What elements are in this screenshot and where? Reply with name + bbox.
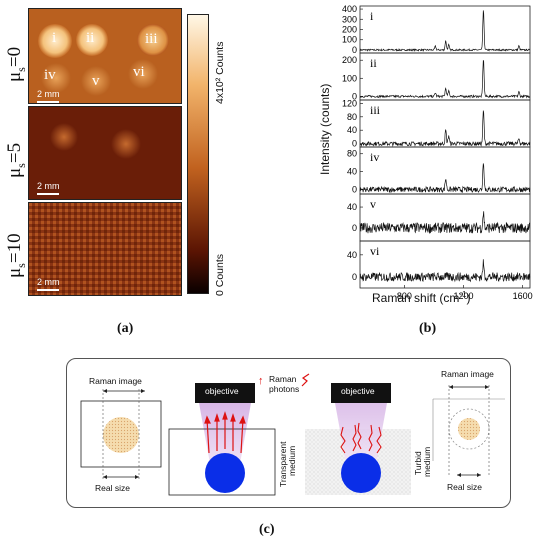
y-tick-label: 80 — [347, 112, 357, 122]
spot-i — [38, 24, 72, 58]
transparent-medium-label-2: medium — [287, 445, 297, 476]
panel-a: μs=0 μs=5 μs=10 i ii iii iv v vi 2 mm — [0, 0, 290, 336]
schematic-panel: Raman image Real size — [66, 358, 511, 508]
y-tick-label: 40 — [347, 250, 357, 260]
spectrum-vi: 0 40 vi — [347, 240, 531, 289]
spectrum-iv: 0 40 80 iv — [347, 146, 531, 195]
raman-map-mu10: 2 mm — [28, 202, 182, 296]
objective-1-label: objective — [205, 386, 239, 396]
raman-map-mu5-svg — [50, 123, 141, 159]
spectrum-iii: 0 40 80 120 iii — [342, 98, 531, 149]
scalebar-10 — [37, 289, 59, 291]
scalebar-label-5: 2 mm — [37, 181, 60, 191]
spectrum-label: v — [370, 197, 376, 211]
spectrum-line — [359, 163, 531, 194]
panel-b: Intensity (counts) 0 100 200 300 400 i 0 100 200… — [300, 0, 540, 340]
spot-vi — [128, 59, 158, 89]
raman-map-mu10-svg — [29, 203, 181, 295]
right-diagram — [432, 385, 505, 477]
spot-label-i: i — [52, 30, 57, 46]
objective-1 — [195, 383, 255, 403]
y-tick-label: 0 — [352, 185, 357, 195]
x-tick-label: 1200 — [453, 291, 473, 301]
raman-photons-label-1: Raman — [269, 374, 297, 384]
spectrum-label: i — [370, 9, 374, 23]
scalebar-0 — [37, 101, 59, 103]
spot-label-v: v — [92, 73, 100, 89]
panel-a-label: (a) — [117, 321, 134, 336]
real-size-label-right: Real size — [447, 482, 482, 492]
spectrum-label: iii — [370, 103, 381, 117]
scalebar-label-0: 2 mm — [37, 89, 60, 99]
y-tick-label: 0 — [352, 91, 357, 101]
x-tick-label: 1600 — [513, 291, 533, 301]
colorbar — [187, 14, 209, 294]
y-tick-label: 40 — [347, 167, 357, 177]
spot-iv — [41, 63, 71, 93]
spectrum-frame — [359, 193, 531, 242]
spectrum-label: vi — [370, 244, 380, 258]
mu-label-10: μs=10 — [4, 233, 28, 278]
y-tick-label: 0 — [352, 139, 357, 149]
y-tick-label: 0 — [352, 272, 357, 282]
colorbar-top-label: 4x10² Counts — [214, 41, 226, 104]
y-tick-label: 200 — [342, 55, 357, 65]
y-tick-label: 300 — [342, 14, 357, 24]
colorbar-bottom-label: 0 Counts — [214, 253, 226, 296]
spectrum-line — [359, 110, 531, 147]
raman-photons-label-2: photons — [269, 384, 300, 394]
y-tick-label: 100 — [342, 35, 357, 45]
spot-v — [81, 66, 111, 96]
mu-label-0: μs=0 — [4, 46, 28, 82]
objective-2-label: objective — [341, 386, 375, 396]
mu-label-5: μs=5 — [4, 142, 28, 178]
panel-c-label: (c) — [259, 522, 275, 537]
spot-iii — [137, 24, 169, 56]
raman-image-label-right: Raman image — [441, 369, 494, 379]
spectrum-line — [359, 259, 531, 283]
spectrum-frame — [359, 240, 531, 289]
spectrum-v: 0 40 v — [347, 193, 531, 242]
scalebar-5 — [37, 193, 59, 195]
raman-map-mu0: i ii iii iv v vi 2 mm — [28, 8, 182, 104]
scalebar-label-10: 2 mm — [37, 277, 60, 287]
y-tick-label: 200 — [342, 25, 357, 35]
spectrum-line — [359, 211, 531, 235]
transparent-diagram — [168, 383, 276, 496]
x-tick-label: 800 — [397, 291, 412, 301]
spot-label-vi: vi — [133, 64, 145, 80]
y-tick-label: 120 — [342, 98, 357, 108]
spectrum-label: ii — [370, 56, 377, 70]
spectrum-line — [359, 60, 531, 99]
y-tick-label: 80 — [347, 149, 357, 159]
panel-b-label: (b) — [419, 321, 437, 336]
spot-label-ii: ii — [86, 30, 95, 46]
y-tick-label: 40 — [347, 202, 357, 212]
spot-label-iv: iv — [44, 67, 56, 83]
spot-ii — [76, 24, 108, 56]
raman-image-label-left: Raman image — [89, 376, 142, 386]
objective-2 — [331, 383, 391, 403]
x-axis-label: Raman shift (cm-1) — [372, 290, 471, 305]
y-tick-label: 40 — [347, 125, 357, 135]
y-tick-label: 400 — [342, 4, 357, 14]
spectrum-line — [359, 10, 531, 53]
real-size-label-left: Real size — [95, 483, 130, 493]
raman-photon-wavy-icon — [301, 373, 310, 387]
spectrum-label: iv — [370, 150, 379, 164]
raman-photon-arrow-icon: ↑ — [258, 375, 264, 387]
spectrum-ii: 0 100 200 ii — [342, 52, 531, 101]
spot-label-iii: iii — [145, 31, 158, 47]
turbid-diagram — [305, 383, 411, 495]
y-tick-label: 0 — [352, 223, 357, 233]
y-tick-label: 100 — [342, 73, 357, 83]
left-diagram — [80, 389, 162, 481]
raman-map-mu5: 2 mm — [28, 106, 182, 200]
raman-map-mu0-svg — [29, 9, 181, 103]
y-tick-label: 0 — [352, 45, 357, 55]
spectrum-frame — [359, 146, 531, 195]
